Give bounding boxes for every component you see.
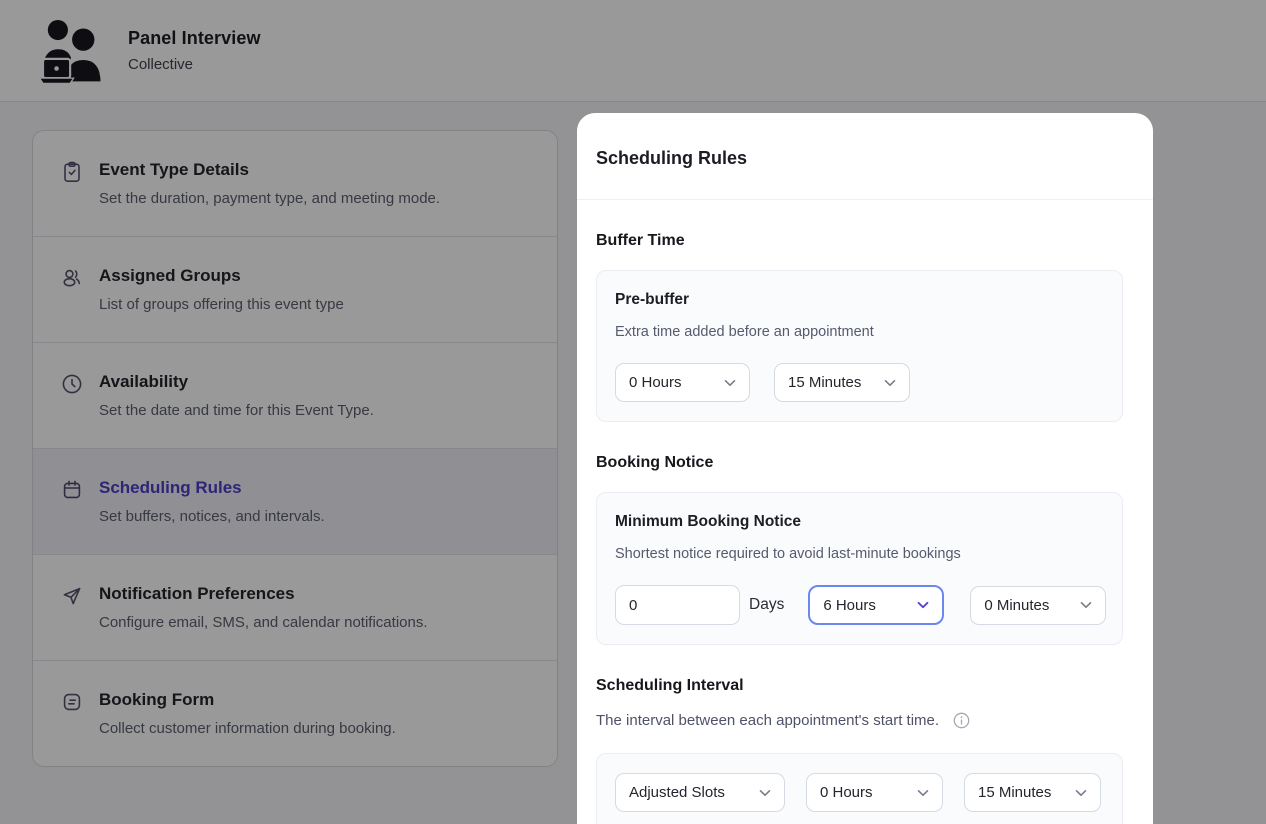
sidebar-item-event-type-details[interactable]: Event Type Details Set the duration, pay…	[33, 131, 557, 236]
buffer-time-heading: Buffer Time	[596, 232, 685, 249]
minimum-booking-notice-title: Minimum Booking Notice	[615, 513, 801, 530]
sidebar-item-title: Notification Preferences	[99, 584, 295, 603]
booking-notice-minutes-select[interactable]: 0 Minutes	[970, 585, 1107, 625]
sidebar-item-scheduling-rules[interactable]: Scheduling Rules Set buffers, notices, a…	[33, 448, 557, 554]
days-label: Days	[749, 596, 785, 613]
chevron-down-icon	[884, 379, 896, 387]
booking-notice-hours-select[interactable]: 6 Hours	[808, 585, 945, 625]
booking-notice-hours-value: 6 Hours	[823, 596, 876, 614]
scheduling-rules-panel: Scheduling Rules Buffer Time Pre-buffer …	[577, 113, 1153, 824]
interval-hours-value: 0 Hours	[820, 784, 873, 801]
pre-buffer-card: Pre-buffer Extra time added before an ap…	[596, 270, 1123, 422]
interval-hours-select[interactable]: 0 Hours	[806, 773, 943, 812]
pre-buffer-description: Extra time added before an appointment	[615, 324, 874, 340]
form-icon	[60, 690, 84, 714]
event-type-settings-nav: Event Type Details Set the duration, pay…	[32, 130, 558, 767]
scheduling-interval-heading: Scheduling Interval	[596, 677, 744, 694]
minimum-booking-notice-description: Shortest notice required to avoid last-m…	[615, 546, 961, 562]
scheduling-interval-description: The interval between each appointment's …	[596, 712, 940, 729]
sidebar-item-booking-form[interactable]: Booking Form Collect customer informatio…	[33, 660, 557, 766]
event-type-header: Panel Interview Collective	[0, 0, 1266, 102]
booking-notice-minutes-value: 0 Minutes	[984, 596, 1050, 614]
chevron-down-icon	[917, 601, 929, 609]
interval-slot-type-value: Adjusted Slots	[629, 784, 725, 801]
chevron-down-icon	[1075, 789, 1087, 797]
sidebar-item-assigned-groups[interactable]: Assigned Groups List of groups offering …	[33, 236, 557, 342]
sidebar-item-title: Booking Form	[99, 690, 215, 709]
pre-buffer-title: Pre-buffer	[615, 291, 690, 308]
interval-slot-type-select[interactable]: Adjusted Slots	[615, 773, 785, 812]
paper-plane-icon	[60, 584, 84, 608]
scheduling-interval-card: Adjusted Slots 0 Hours 15 Minutes	[596, 753, 1123, 824]
sidebar-item-availability[interactable]: Availability Set the date and time for t…	[33, 342, 557, 448]
info-icon[interactable]	[953, 712, 970, 729]
sidebar-item-notification-preferences[interactable]: Notification Preferences Configure email…	[33, 554, 557, 660]
sidebar-item-title: Assigned Groups	[99, 266, 241, 285]
interval-minutes-value: 15 Minutes	[978, 784, 1052, 801]
chevron-down-icon	[917, 789, 929, 797]
booking-notice-heading: Booking Notice	[596, 454, 714, 471]
sidebar-item-title: Event Type Details	[99, 160, 249, 179]
sidebar-item-title: Scheduling Rules	[99, 478, 242, 497]
interval-minutes-select[interactable]: 15 Minutes	[964, 773, 1101, 812]
sidebar-item-subtitle: Configure email, SMS, and calendar notif…	[99, 614, 428, 631]
panel-divider	[577, 199, 1153, 200]
clipboard-check-icon	[60, 160, 84, 184]
minimum-booking-notice-card: Minimum Booking Notice Shortest notice r…	[596, 492, 1123, 645]
chevron-down-icon	[724, 379, 736, 387]
pre-buffer-minutes-select[interactable]: 15 Minutes	[774, 363, 910, 402]
clock-icon	[60, 372, 84, 396]
chevron-down-icon	[1080, 601, 1092, 609]
sidebar-item-subtitle: List of groups offering this event type	[99, 296, 344, 313]
panel-title: Scheduling Rules	[596, 148, 748, 168]
sidebar-item-title: Availability	[99, 372, 189, 391]
groups-icon	[60, 266, 84, 290]
calendar-icon	[60, 478, 84, 502]
chevron-down-icon	[759, 789, 771, 797]
sidebar-item-subtitle: Set the duration, payment type, and meet…	[99, 190, 441, 207]
panel-people-icon	[36, 14, 106, 88]
pre-buffer-minutes-value: 15 Minutes	[788, 374, 862, 391]
event-type-title: Panel Interview	[128, 28, 261, 48]
sidebar-item-subtitle: Set buffers, notices, and intervals.	[99, 508, 325, 525]
pre-buffer-hours-select[interactable]: 0 Hours	[615, 363, 750, 402]
sidebar-item-subtitle: Collect customer information during book…	[99, 720, 396, 737]
pre-buffer-hours-value: 0 Hours	[629, 374, 682, 391]
sidebar-item-subtitle: Set the date and time for this Event Typ…	[99, 402, 374, 419]
event-type-subtitle: Collective	[128, 56, 194, 73]
booking-notice-days-input[interactable]	[615, 585, 740, 625]
